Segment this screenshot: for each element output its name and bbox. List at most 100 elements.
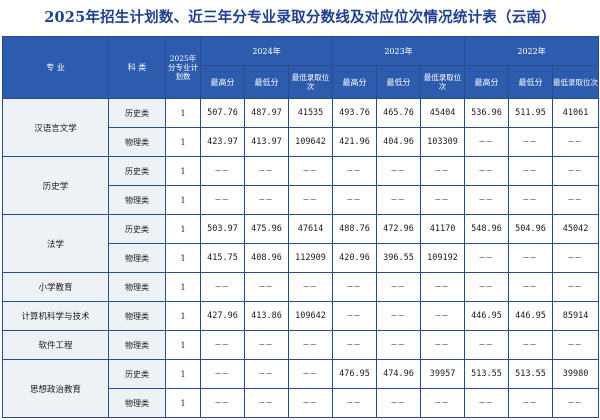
cell-2024-rank: 112909	[287, 243, 334, 273]
cell-2022-max: ——	[464, 272, 510, 302]
cell-2023-min: ——	[376, 330, 422, 360]
cell-plan: 1	[165, 330, 201, 360]
cell-2022-min: ——	[508, 156, 554, 186]
cell-2022-max: ——	[464, 330, 510, 360]
cell-2023-max: ——	[332, 185, 378, 215]
cell-major: 历史学	[2, 156, 109, 215]
cell-2024-max: 423.97	[200, 127, 245, 157]
cell-2022-min: 446.95	[508, 301, 554, 331]
header-2024-rank: 最低录取位次	[287, 65, 334, 99]
cell-2022-max: 536.96	[464, 98, 510, 128]
cell-2023-min: 474.96	[376, 359, 422, 389]
cell-2024-rank: 41535	[287, 98, 334, 128]
table-row: 物理类 1 415.75 408.96 112909 420.96 396.55 109192…	[3, 243, 600, 273]
cell-2023-rank: ——	[420, 388, 466, 418]
header-2023-rank: 最低录取位次	[420, 65, 466, 99]
header-year-2024: 2024年	[199, 36, 334, 66]
cell-2024-min: 475.96	[244, 214, 289, 244]
header-2024-min: 最低分	[244, 65, 289, 99]
table-body: 汉语言文学 历史类 1 507.76 487.97 41535 493.76 465.76 45…	[2, 98, 600, 418]
cell-plan: 1	[165, 156, 201, 186]
cell-2023-rank: 39957	[420, 359, 466, 389]
cell-2023-max: 493.76	[332, 98, 378, 128]
cell-2023-rank: 45404	[420, 98, 466, 128]
table-row: 小学教育 物理类 1 —— —— —— —— —— —— —— —— ——	[2, 272, 600, 302]
cell-2023-rank: ——	[420, 185, 466, 215]
cell-2023-min: 465.76	[376, 98, 422, 128]
cell-2022-rank: ——	[552, 330, 600, 360]
cell-type: 历史类	[108, 156, 166, 186]
cell-major: 计算机科学与技术	[2, 301, 109, 331]
cell-type: 历史类	[108, 359, 166, 389]
cell-2022-rank: ——	[552, 185, 600, 215]
cell-2022-min: ——	[508, 185, 554, 215]
cell-2022-max: ——	[464, 156, 510, 186]
cell-2024-min: ——	[244, 388, 289, 418]
cell-2024-min: 413.97	[244, 127, 289, 157]
cell-major: 汉语言文学	[2, 98, 109, 157]
cell-2024-max: 507.76	[200, 98, 245, 128]
table-header: 专 业 科 类 2025年分专业计划数 2024年 2023年 2022年 最高…	[2, 36, 600, 99]
cell-2022-min: 504.96	[508, 214, 554, 244]
cell-2022-rank: 39980	[552, 359, 600, 389]
cell-2024-min: ——	[244, 330, 289, 360]
cell-2023-rank: ——	[420, 156, 466, 186]
cell-2022-min: ——	[508, 272, 554, 302]
cell-2024-max: 503.97	[200, 214, 245, 244]
cell-plan: 1	[165, 359, 201, 389]
cell-2023-rank: ——	[420, 272, 466, 302]
table-row: 法学 历史类 1 503.97 475.96 47614 488.76 472.96 41170…	[2, 214, 600, 273]
cell-2022-max: 513.55	[464, 359, 510, 389]
cell-plan: 1	[165, 214, 201, 244]
cell-2023-max: ——	[332, 272, 378, 302]
cell-2024-min: 487.97	[244, 98, 289, 128]
cell-2023-min: ——	[376, 156, 422, 186]
cell-2023-min: ——	[376, 301, 422, 331]
cell-2024-min: ——	[244, 272, 289, 302]
cell-2023-max: ——	[332, 301, 378, 331]
cell-2022-max: 446.95	[464, 301, 510, 331]
cell-2024-rank: 109642	[287, 127, 334, 157]
cell-2023-rank: 103309	[420, 127, 466, 157]
cell-2024-max: ——	[200, 156, 245, 186]
cell-2023-max: ——	[332, 156, 378, 186]
cell-major: 法学	[2, 214, 109, 273]
cell-2022-min: ——	[508, 243, 554, 273]
cell-major: 软件工程	[2, 330, 109, 360]
cell-2022-min: ——	[508, 388, 554, 418]
cell-2023-rank: 41170	[420, 214, 466, 244]
cell-type: 物理类	[108, 301, 166, 331]
cell-2023-min: 396.55	[376, 243, 422, 273]
cell-2022-rank: 85914	[552, 301, 600, 331]
cell-2023-rank: ——	[420, 330, 466, 360]
cell-plan: 1	[165, 127, 201, 157]
cell-2022-rank: ——	[552, 388, 600, 418]
cell-2022-min: 511.95	[508, 98, 554, 128]
cell-2023-max: 488.76	[332, 214, 378, 244]
header-year-2022: 2022年	[464, 36, 600, 66]
cell-2022-min: 513.55	[508, 359, 554, 389]
cell-2022-rank: ——	[552, 272, 600, 302]
cell-2022-rank: ——	[552, 127, 600, 157]
admission-score-table: 专 业 科 类 2025年分专业计划数 2024年 2023年 2022年 最高…	[2, 36, 600, 418]
cell-2024-max: 427.96	[200, 301, 245, 331]
cell-2024-rank: ——	[287, 359, 334, 389]
header-2022-max: 最高分	[464, 65, 510, 99]
cell-2022-min: ——	[508, 127, 554, 157]
cell-2022-max: ——	[464, 127, 510, 157]
cell-2024-max: ——	[200, 330, 245, 360]
header-plan: 2025年分专业计划数	[165, 36, 201, 99]
cell-type: 物理类	[108, 330, 166, 360]
cell-type: 物理类	[108, 243, 166, 273]
cell-2023-min: 472.96	[376, 214, 422, 244]
cell-2023-min: 404.96	[376, 127, 422, 157]
cell-2024-rank: 47614	[287, 214, 334, 244]
cell-2023-min: ——	[376, 272, 422, 302]
table-row: 软件工程 物理类 1 —— —— —— —— —— —— —— —— ——	[2, 330, 600, 360]
cell-2023-rank: 109192	[420, 243, 466, 273]
cell-2022-rank: ——	[552, 243, 600, 273]
cell-2022-rank: 41061	[552, 98, 600, 128]
cell-2023-max: 420.96	[332, 243, 378, 273]
cell-major: 思想政治教育	[2, 359, 109, 418]
cell-type: 历史类	[108, 98, 166, 128]
